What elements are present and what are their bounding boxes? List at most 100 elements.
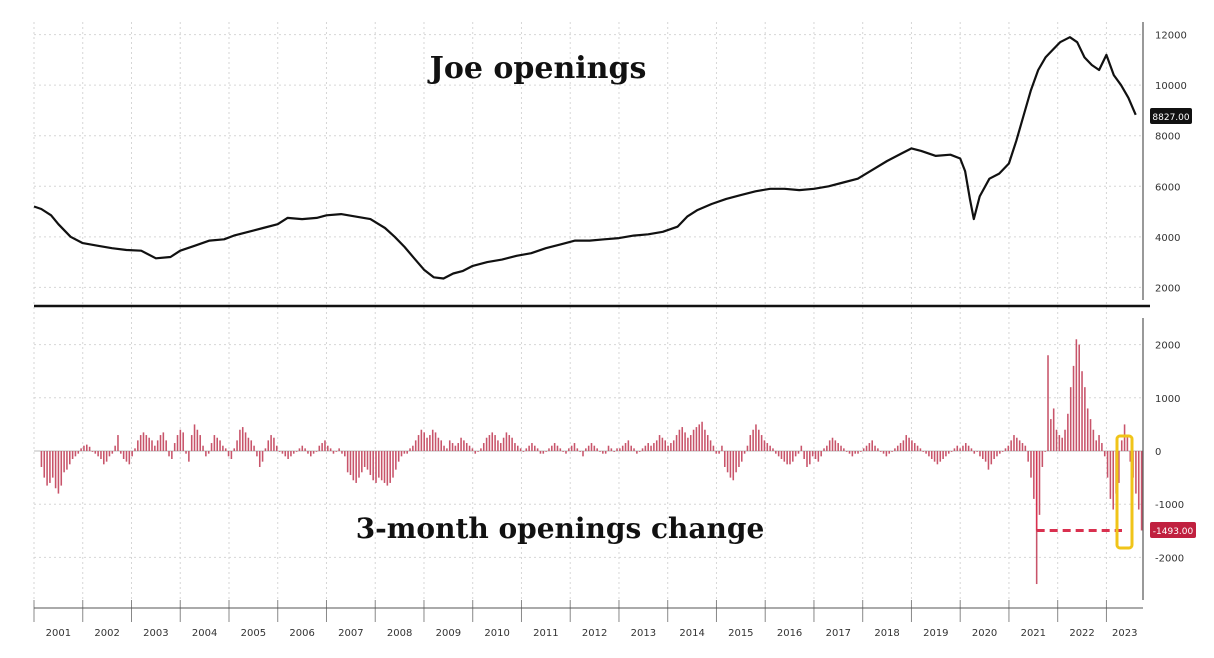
bar — [539, 451, 542, 454]
bar — [545, 451, 547, 452]
bar — [590, 443, 593, 452]
bar — [908, 437, 910, 452]
bar — [1016, 437, 1018, 452]
bottom-panel-title: 3-month openings change — [356, 512, 765, 545]
x-tick-label: 2008 — [387, 628, 412, 639]
bar — [930, 451, 933, 459]
bar — [965, 443, 967, 452]
bar — [1058, 435, 1061, 452]
bar — [363, 451, 366, 467]
bar — [154, 445, 156, 452]
bar — [1010, 440, 1012, 452]
bar — [431, 429, 434, 452]
bar — [559, 448, 562, 452]
bar — [171, 451, 173, 459]
bar — [375, 451, 377, 483]
bar — [763, 440, 766, 452]
bar — [219, 440, 221, 452]
bar — [227, 451, 230, 457]
series-line — [33, 36, 1137, 280]
bar — [621, 445, 624, 452]
x-tick-label: 2014 — [679, 628, 704, 639]
bar — [514, 443, 516, 452]
bar — [800, 445, 803, 452]
bar — [395, 451, 397, 470]
bar — [196, 429, 199, 452]
bar — [412, 445, 414, 452]
bar — [956, 445, 959, 452]
top-y-tick-label: 12000 — [1155, 31, 1187, 42]
top-y-tick-label: 6000 — [1155, 182, 1180, 193]
bar — [786, 451, 788, 465]
bar — [1109, 451, 1112, 499]
bar — [522, 451, 525, 452]
bar — [945, 451, 947, 457]
bar — [579, 451, 581, 452]
bar — [139, 435, 142, 452]
bar — [193, 424, 196, 452]
bar — [1050, 419, 1052, 452]
bar — [1004, 448, 1007, 452]
bar — [332, 451, 335, 454]
last-value-badge-bottom-box — [1150, 522, 1196, 538]
bar — [1129, 451, 1132, 462]
x-tick-label: 2016 — [777, 628, 802, 639]
bar — [721, 445, 723, 452]
bar — [71, 451, 74, 459]
bar — [292, 451, 295, 454]
bar — [743, 451, 746, 454]
bar — [290, 451, 292, 457]
bar — [619, 448, 621, 452]
bar — [482, 443, 485, 452]
x-tick-label: 2011 — [533, 628, 558, 639]
bar — [667, 445, 669, 452]
bar — [86, 444, 88, 452]
bar — [446, 448, 448, 452]
bar — [687, 437, 689, 452]
bar — [156, 440, 159, 452]
bar — [675, 435, 678, 452]
bar — [168, 451, 170, 457]
bar — [477, 451, 479, 452]
line-layer — [33, 36, 1137, 280]
bar — [131, 451, 133, 457]
bar — [451, 443, 454, 452]
grid-layer — [33, 22, 1143, 600]
bar — [54, 451, 57, 489]
highlight-box — [1115, 434, 1134, 550]
bar — [454, 445, 457, 452]
bar — [789, 451, 791, 465]
bar — [704, 429, 706, 452]
bar — [582, 451, 584, 457]
bar — [678, 429, 681, 452]
bar — [1055, 429, 1058, 452]
bar — [809, 451, 811, 465]
bar — [587, 445, 590, 452]
bar — [553, 443, 556, 452]
bar — [551, 445, 553, 452]
bar — [383, 451, 386, 483]
bar — [562, 451, 564, 452]
bar — [284, 451, 287, 457]
bar — [848, 451, 851, 454]
bar — [77, 451, 80, 454]
bar — [845, 451, 848, 452]
bar — [741, 451, 743, 462]
bar — [68, 451, 71, 465]
bar — [213, 435, 216, 452]
bar — [766, 443, 769, 452]
bar — [542, 451, 545, 454]
bar — [1001, 451, 1004, 452]
bar — [352, 451, 355, 481]
bar — [1126, 435, 1129, 452]
bar — [321, 443, 323, 452]
bar — [769, 445, 771, 452]
bar — [911, 440, 913, 452]
top-y-tick-label: 4000 — [1155, 233, 1180, 244]
bar — [1067, 413, 1069, 452]
bar — [378, 451, 380, 478]
bar — [658, 435, 661, 452]
bar — [230, 451, 233, 459]
bar — [471, 448, 474, 452]
